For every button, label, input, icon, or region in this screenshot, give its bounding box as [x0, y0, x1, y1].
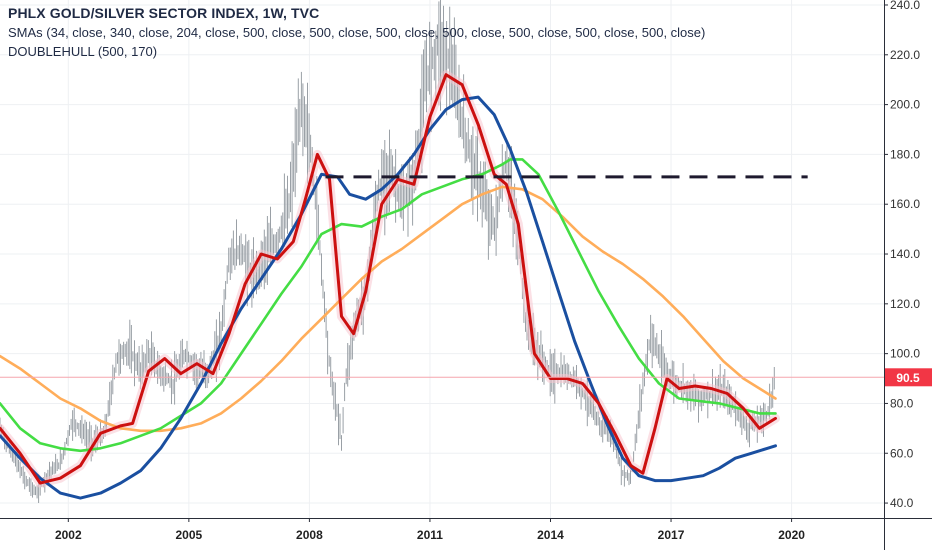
x-tick-label: 2014 [537, 528, 564, 542]
chart-legend: PHLX GOLD/SILVER SECTOR INDEX, 1W, TVC S… [8, 6, 705, 64]
sma-legend-line: SMAs (34, close, 340, close, 204, close,… [8, 25, 706, 40]
y-tick-label: 200.0 [890, 98, 920, 112]
doublehull-line [0, 95, 777, 500]
last-price-tag [885, 368, 932, 387]
y-tick-label: 140.0 [890, 247, 920, 261]
chart-title: PHLX GOLD/SILVER SECTOR INDEX, 1W, TVC [8, 5, 320, 21]
y-tick-label: 180.0 [890, 147, 920, 161]
sma-34-line [0, 73, 777, 485]
x-tick-label: 2011 [417, 528, 443, 542]
x-tick-label: 2020 [778, 528, 805, 542]
y-tick-label: 60.0 [890, 446, 914, 460]
y-tick-label: 80.0 [890, 396, 914, 410]
y-tick-label: 40.0 [890, 496, 914, 510]
last-price-layer: 90.5 [885, 368, 932, 387]
indicator-lines [0, 70, 884, 500]
x-tick-label: 2002 [55, 528, 82, 542]
x-tick-label: 2005 [176, 528, 203, 542]
sma-340-line [0, 185, 777, 433]
x-tick-label: 2017 [658, 528, 685, 542]
y-tick-label: 100.0 [890, 347, 920, 361]
y-tick-label: 240.0 [890, 0, 920, 12]
y-tick-label: 160.0 [890, 197, 920, 211]
x-tick-label: 2008 [296, 528, 323, 542]
y-tick-label: 120.0 [890, 297, 920, 311]
y-tick-label: 220.0 [890, 48, 920, 62]
hull-legend-line: DOUBLEHULL (500, 170) [8, 44, 158, 59]
last-price-label: 90.5 [896, 371, 920, 385]
sma-204-line [0, 158, 777, 453]
